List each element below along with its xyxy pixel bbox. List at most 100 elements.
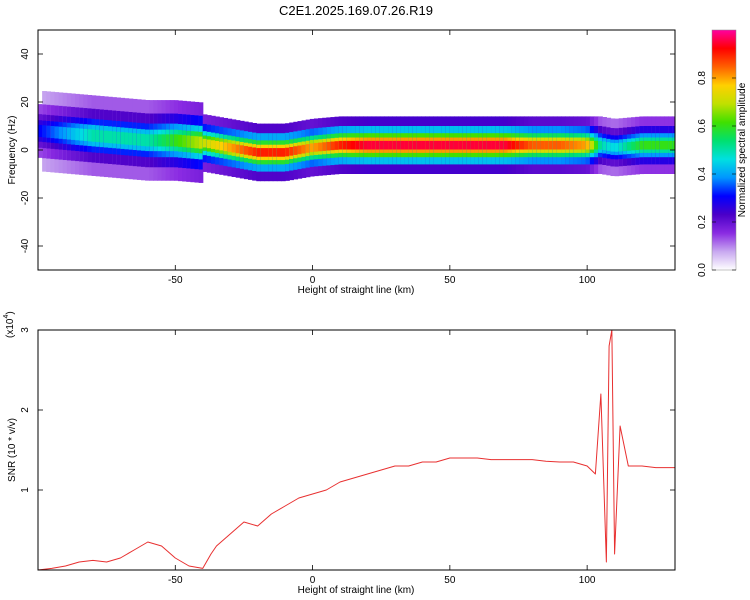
spectrogram-cell <box>161 134 167 147</box>
spectrogram-cell <box>458 140 463 150</box>
spectrogram-cell <box>70 127 76 140</box>
spectrogram-cell <box>503 140 509 150</box>
spectrogram-cell <box>136 133 142 146</box>
spectrogram-cell <box>116 131 121 144</box>
spectrogram-cell <box>169 134 175 147</box>
spectrogram-cell <box>445 140 451 150</box>
snr-multiplier: (x104) <box>3 311 16 338</box>
spectrogram-cell <box>474 140 480 150</box>
spectrogram-cell <box>577 140 583 150</box>
spectrogram-cell <box>507 140 513 150</box>
spectrogram-cell <box>425 140 430 150</box>
spectrogram-cell <box>532 140 537 150</box>
spectrogram-y-tick-label: 20 <box>20 96 31 108</box>
spectrogram-cell <box>523 140 529 150</box>
spectrogram-cell <box>50 126 56 139</box>
spectrogram-cell <box>565 140 570 150</box>
spectrogram-cell <box>569 140 575 150</box>
spectrogram-cell <box>412 140 418 150</box>
spectrogram-cell <box>589 140 595 150</box>
spectrogram-cell <box>363 140 369 150</box>
spectrogram-cell <box>478 140 484 150</box>
snr-y-ticks: 1 2 3 <box>20 327 675 493</box>
spectrogram-cell <box>355 140 360 150</box>
spectrogram-cell <box>99 130 105 143</box>
spectrogram-cell <box>318 142 323 152</box>
spectrogram-cell <box>280 148 286 157</box>
spectrogram-cell <box>429 140 434 150</box>
spectrogram-cell <box>338 140 344 150</box>
spectrogram-x-axis-label: Height of straight line (km) <box>298 285 415 296</box>
chart-title: C2E1.2025.169.07.26.R19 <box>279 3 433 18</box>
snr-x-axis-label: Height of straight line (km) <box>298 585 415 596</box>
snr-multiplier-exp: 4 <box>3 315 10 319</box>
spectrogram-cell <box>264 148 270 157</box>
spectrogram-cell <box>482 140 488 150</box>
spectrogram-cell <box>202 138 208 148</box>
spectrogram-cell <box>499 140 504 150</box>
spectrogram-cell <box>561 140 566 150</box>
spectrogram-cell <box>668 140 673 150</box>
spectrogram-cell <box>182 135 187 148</box>
spectrogram-cell <box>239 145 245 154</box>
spectrogram-cell <box>223 142 229 152</box>
spectrogram-cell <box>157 134 163 147</box>
spectrogram-cell <box>544 140 550 150</box>
spectrogram-cell <box>210 140 216 149</box>
spectrogram-cell <box>293 146 299 155</box>
spectrogram-cell <box>404 140 410 150</box>
spectrogram-cell <box>128 132 134 145</box>
spectrogram-cell <box>190 135 196 148</box>
snr-y-tick-label: 2 <box>20 407 31 413</box>
spectrogram-cell <box>635 141 640 150</box>
spectrogram-cell <box>622 142 628 152</box>
spectrogram-x-tick-label: 0 <box>310 275 316 286</box>
spectrogram-cell <box>103 130 109 143</box>
colorbar-label: Normalized spectral amplitude <box>737 82 748 217</box>
spectrogram-cell <box>243 146 249 155</box>
spectrogram-cell <box>112 131 117 144</box>
spectrogram-cell <box>462 140 467 150</box>
spectrogram-cell <box>585 140 591 150</box>
spectrogram-cell <box>285 147 290 157</box>
spectrogram-cell <box>647 140 653 150</box>
spectrogram-cell <box>511 140 517 150</box>
spectrogram-cell <box>334 141 340 150</box>
spectrogram-cell <box>470 140 476 150</box>
snr-series-line <box>38 330 675 570</box>
snr-x-tick-label: 0 <box>310 575 316 586</box>
colorbar-tick-label: 0.4 <box>697 167 708 181</box>
colorbar-tick-label: 0.2 <box>697 215 708 229</box>
snr-x-tick-label: 50 <box>444 575 456 586</box>
spectrogram-y-ticks: -40 -20 0 20 40 <box>20 48 675 253</box>
spectrogram-cell <box>140 133 146 147</box>
spectrogram-x-tick-label: 50 <box>444 275 456 286</box>
spectrogram-cell <box>408 140 414 150</box>
snr-y-tick-label: 1 <box>20 487 31 493</box>
spectrogram-x-tick-label: 100 <box>579 275 596 286</box>
spectrogram-cell <box>396 140 402 150</box>
colorbar: 0.0 0.2 0.4 0.6 0.8 Normalized spectral ampl… <box>697 29 748 277</box>
spectrogram-cell <box>433 140 439 150</box>
spectrogram-y-tick-label: -40 <box>20 238 31 253</box>
spectrogram-cell <box>346 140 352 150</box>
spectrogram-cell <box>449 140 455 150</box>
snr-marks <box>38 330 675 570</box>
spectrogram-cell <box>198 136 204 149</box>
spectrogram-cell <box>165 134 171 147</box>
colorbar-frame <box>711 29 737 271</box>
spectrogram-cell <box>260 148 266 157</box>
spectrogram-cell <box>83 128 89 141</box>
svg-text:(x104): (x104) <box>3 311 16 338</box>
spectrogram-cell <box>124 132 130 145</box>
spectrogram-cell <box>313 142 319 152</box>
spectrogram-cell <box>227 143 233 152</box>
spectrogram-cell <box>548 140 554 150</box>
spectrogram-cell <box>631 141 636 151</box>
spectrogram-cell <box>466 140 472 150</box>
snr-x-ticks: -50 0 50 100 <box>168 330 596 586</box>
spectrogram-cell <box>95 129 101 143</box>
spectrogram-cell <box>342 140 348 150</box>
spectrogram-cell <box>219 141 224 151</box>
spectrogram-cell <box>268 148 274 157</box>
